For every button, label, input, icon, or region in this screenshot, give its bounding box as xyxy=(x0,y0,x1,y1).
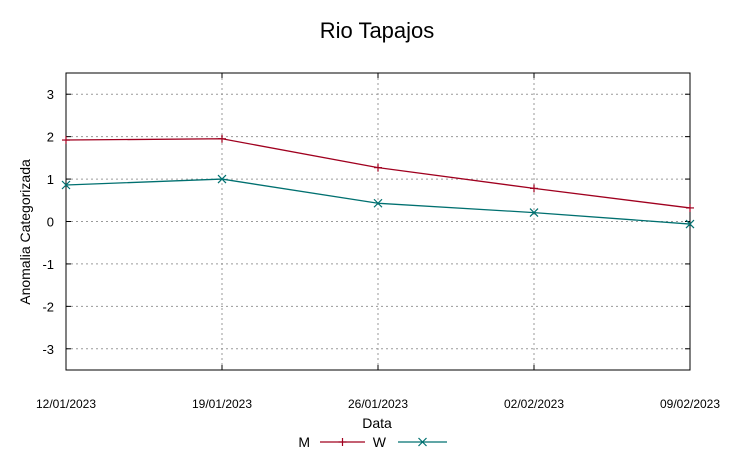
x-tick-label: 09/02/2023 xyxy=(660,397,720,411)
x-axis-label: Data xyxy=(362,415,392,431)
data-point-W xyxy=(373,198,383,208)
y-tick-label: -3 xyxy=(42,342,54,357)
data-point-M xyxy=(62,136,70,145)
series-group xyxy=(61,134,695,229)
y-axis-label: Anomalia Categorizada xyxy=(17,159,33,305)
legend-marker-M xyxy=(338,438,347,446)
legend-label-W: W xyxy=(373,434,387,450)
x-axis-ticks: 12/01/2023 19/01/2023 26/01/2023 02/02/2023… xyxy=(36,73,720,411)
y-axis-ticks: 3 2 1 0 -1 -2 -3 xyxy=(42,87,690,357)
legend-label-M: M xyxy=(298,434,310,450)
data-point-M xyxy=(218,134,226,143)
chart-title: Rio Tapajos xyxy=(320,18,435,43)
data-point-M xyxy=(686,203,694,212)
data-point-M xyxy=(530,184,538,193)
data-point-W xyxy=(529,208,539,218)
y-tick-label: 3 xyxy=(47,87,54,102)
data-point-W xyxy=(685,219,695,229)
x-tick-label: 26/01/2023 xyxy=(348,397,408,411)
data-point-W xyxy=(217,174,227,184)
x-tick-label: 12/01/2023 xyxy=(36,397,96,411)
x-tick-label: 19/01/2023 xyxy=(192,397,252,411)
data-point-M xyxy=(374,163,382,172)
y-tick-label: 2 xyxy=(47,130,54,145)
legend-marker-W xyxy=(418,437,427,447)
series-line-W xyxy=(65,178,691,225)
y-tick-label: 0 xyxy=(47,215,54,230)
data-point-W xyxy=(61,180,71,190)
gridlines xyxy=(66,73,690,370)
y-tick-label: -1 xyxy=(42,257,54,272)
y-tick-label: -2 xyxy=(42,299,54,314)
y-tick-label: 1 xyxy=(47,172,54,187)
x-tick-label: 02/02/2023 xyxy=(504,397,564,411)
